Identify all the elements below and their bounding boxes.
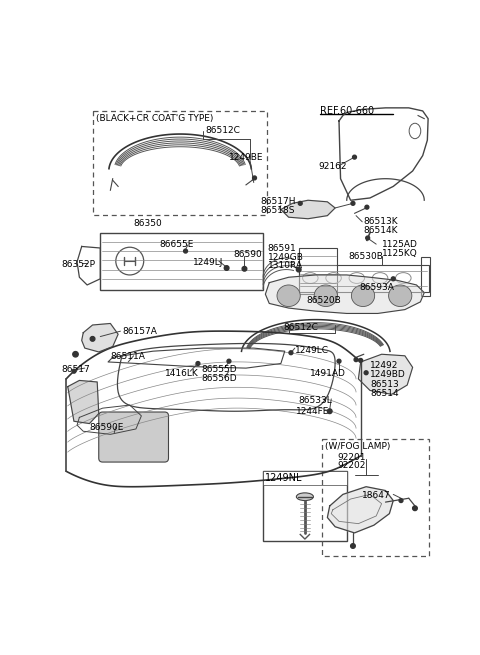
Text: 92202: 92202 bbox=[337, 461, 366, 470]
Text: 86512C: 86512C bbox=[206, 126, 240, 136]
Circle shape bbox=[184, 249, 188, 253]
Polygon shape bbox=[281, 200, 335, 219]
Text: 1125KQ: 1125KQ bbox=[383, 249, 418, 258]
Text: 86511A: 86511A bbox=[110, 352, 145, 361]
Polygon shape bbox=[359, 354, 413, 394]
Text: 18647: 18647 bbox=[362, 491, 391, 500]
Circle shape bbox=[298, 202, 302, 205]
Text: 86533L: 86533L bbox=[299, 396, 333, 405]
Text: 1310RA: 1310RA bbox=[268, 261, 303, 270]
Text: 86593A: 86593A bbox=[359, 283, 394, 291]
Bar bbox=[299, 265, 429, 292]
Ellipse shape bbox=[277, 285, 300, 307]
Text: 1249BD: 1249BD bbox=[370, 371, 406, 379]
Text: 86520B: 86520B bbox=[306, 296, 341, 305]
Circle shape bbox=[73, 352, 78, 357]
Text: (BLACK+CR COAT'G TYPE): (BLACK+CR COAT'G TYPE) bbox=[96, 114, 213, 123]
Bar bbox=[299, 248, 337, 294]
Text: 1491AD: 1491AD bbox=[310, 369, 346, 378]
Text: 1249GB: 1249GB bbox=[268, 253, 303, 261]
Circle shape bbox=[289, 351, 293, 354]
Text: 86590E: 86590E bbox=[89, 422, 124, 432]
Text: 86514: 86514 bbox=[370, 389, 398, 398]
Circle shape bbox=[365, 205, 369, 209]
Text: 86517H: 86517H bbox=[260, 197, 296, 206]
Circle shape bbox=[391, 277, 395, 281]
Text: 86556D: 86556D bbox=[202, 374, 238, 383]
Text: 1249LC: 1249LC bbox=[295, 346, 329, 355]
Bar bbox=[100, 233, 263, 290]
Polygon shape bbox=[68, 381, 99, 424]
Circle shape bbox=[327, 409, 332, 413]
Circle shape bbox=[72, 369, 76, 373]
Text: 86655E: 86655E bbox=[159, 240, 193, 250]
Text: 12492: 12492 bbox=[370, 361, 398, 370]
Text: 1416LK: 1416LK bbox=[165, 369, 198, 378]
Ellipse shape bbox=[389, 285, 412, 307]
Ellipse shape bbox=[314, 285, 337, 307]
Circle shape bbox=[351, 202, 355, 205]
Text: REF.60-660: REF.60-660 bbox=[320, 106, 374, 117]
Text: 86530B: 86530B bbox=[348, 252, 383, 261]
Circle shape bbox=[413, 506, 417, 510]
Circle shape bbox=[366, 236, 370, 240]
Circle shape bbox=[196, 362, 200, 365]
Text: 86555D: 86555D bbox=[202, 365, 238, 374]
Text: 86157A: 86157A bbox=[122, 327, 157, 335]
Text: 1249BE: 1249BE bbox=[229, 153, 264, 162]
Polygon shape bbox=[327, 487, 393, 533]
Circle shape bbox=[90, 337, 95, 341]
Text: 86591: 86591 bbox=[268, 244, 297, 253]
Circle shape bbox=[353, 155, 357, 159]
Bar bbox=[93, 111, 267, 215]
Ellipse shape bbox=[296, 493, 313, 500]
Circle shape bbox=[399, 498, 403, 502]
Text: 1244FE: 1244FE bbox=[296, 407, 330, 417]
Text: (W/FOG LAMP): (W/FOG LAMP) bbox=[325, 442, 390, 451]
Bar bbox=[421, 257, 431, 296]
Bar bbox=[322, 439, 429, 556]
Text: 1249LJ: 1249LJ bbox=[193, 258, 224, 267]
Text: 92201: 92201 bbox=[337, 453, 366, 462]
Text: 1125AD: 1125AD bbox=[383, 240, 418, 248]
Circle shape bbox=[296, 267, 301, 272]
Text: 86513: 86513 bbox=[370, 380, 399, 388]
Text: 86517: 86517 bbox=[61, 365, 90, 374]
Circle shape bbox=[350, 544, 355, 548]
Text: 86350: 86350 bbox=[133, 219, 162, 228]
Circle shape bbox=[364, 371, 368, 375]
Text: 86513K: 86513K bbox=[364, 217, 398, 226]
Circle shape bbox=[252, 176, 256, 180]
Circle shape bbox=[354, 358, 358, 362]
Text: 1249NL: 1249NL bbox=[265, 473, 303, 483]
Ellipse shape bbox=[351, 285, 375, 307]
Bar bbox=[263, 472, 347, 485]
Text: 92162: 92162 bbox=[318, 162, 347, 171]
Circle shape bbox=[337, 359, 341, 363]
Circle shape bbox=[224, 266, 229, 271]
Text: 86512C: 86512C bbox=[283, 324, 318, 333]
FancyBboxPatch shape bbox=[99, 412, 168, 462]
Text: 86352P: 86352P bbox=[61, 260, 96, 269]
Text: 86590: 86590 bbox=[234, 250, 263, 259]
Bar bbox=[263, 472, 347, 540]
Polygon shape bbox=[265, 275, 424, 314]
Text: 86514K: 86514K bbox=[364, 227, 398, 235]
Circle shape bbox=[242, 267, 247, 271]
Polygon shape bbox=[82, 324, 118, 352]
Circle shape bbox=[359, 358, 362, 362]
Circle shape bbox=[227, 359, 231, 363]
Text: 86518S: 86518S bbox=[260, 206, 294, 215]
